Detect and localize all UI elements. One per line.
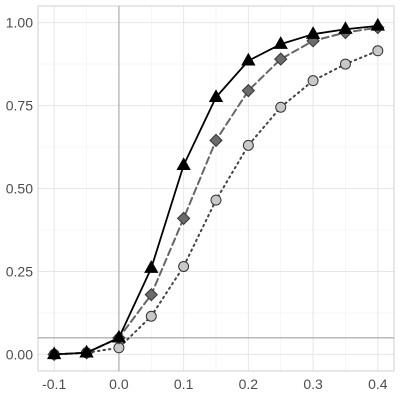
data-point-triangle	[370, 17, 385, 31]
data-point-diamond	[274, 52, 288, 66]
data-point-circle	[242, 139, 254, 151]
y-tick-label: 0.00	[6, 346, 33, 362]
y-tick-label: 1.00	[6, 15, 33, 31]
data-point-triangle	[144, 260, 159, 273]
data-point-diamond	[144, 287, 158, 302]
data-point-diamond	[176, 211, 191, 226]
data-point-triangle	[338, 21, 353, 34]
data-point-circle	[210, 194, 222, 206]
x-tick-label: 0.3	[303, 376, 323, 392]
data-point-triangle	[47, 346, 62, 360]
data-point-circle	[372, 45, 384, 57]
data-point-diamond	[209, 133, 223, 148]
y-tick-label: 0.25	[6, 263, 33, 279]
data-point-circle	[275, 101, 287, 113]
panel-border	[37, 5, 395, 372]
x-tick-label: 0.0	[109, 376, 129, 392]
data-point-circle	[307, 75, 319, 87]
data-point-triangle	[111, 329, 127, 343]
y-tick-label: 0.50	[6, 181, 33, 197]
data-point-triangle	[208, 89, 224, 102]
series	[47, 17, 385, 362]
data-point-circle	[178, 260, 190, 272]
data-point-triangle	[79, 344, 94, 358]
x-axis-tick-labels: -0.1 0.0 0.1 0.2 0.3 0.4	[42, 376, 388, 392]
data-point-triangle	[176, 157, 191, 170]
x-tick-label: 0.2	[239, 376, 259, 392]
data-point-circle	[145, 310, 157, 322]
y-tick-label: 0.75	[6, 98, 33, 114]
x-tick-label: 0.4	[368, 376, 388, 392]
reference-lines	[38, 6, 394, 371]
series-triangle	[47, 17, 385, 360]
data-point-triangle	[305, 26, 321, 39]
data-point-triangle	[273, 36, 288, 49]
data-point-triangle	[241, 52, 256, 66]
data-point-circle	[339, 58, 351, 70]
x-tick-label: -0.1	[42, 376, 66, 392]
data-point-diamond	[241, 83, 256, 98]
x-tick-label: 0.1	[174, 376, 194, 392]
y-axis-tick-labels: 0.00 0.25 0.50 0.75 1.00	[6, 15, 33, 363]
